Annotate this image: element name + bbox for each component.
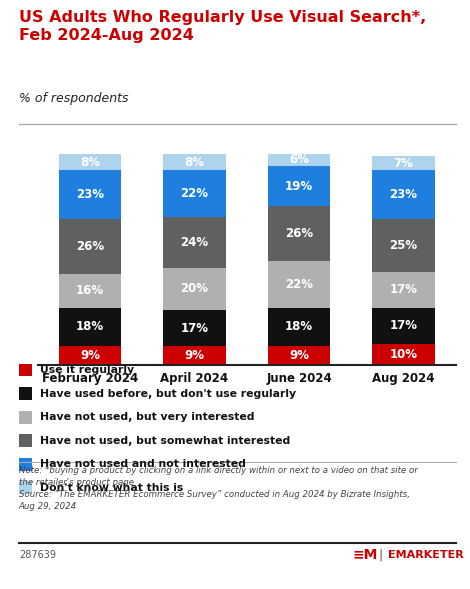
Bar <box>267 262 330 308</box>
Text: 23%: 23% <box>390 188 418 201</box>
Bar <box>163 154 226 170</box>
Text: 9%: 9% <box>289 349 309 362</box>
Bar <box>58 274 121 308</box>
Bar <box>372 155 435 170</box>
Text: 10%: 10% <box>390 348 418 361</box>
Text: Have used before, but don't use regularly: Have used before, but don't use regularl… <box>40 389 297 399</box>
Text: 18%: 18% <box>76 320 104 333</box>
Text: 16%: 16% <box>76 284 104 297</box>
Text: 19%: 19% <box>285 180 313 193</box>
Text: 20%: 20% <box>180 282 209 296</box>
Text: 7%: 7% <box>394 157 414 170</box>
Text: 17%: 17% <box>390 283 418 296</box>
Text: 25%: 25% <box>390 239 418 252</box>
Bar <box>58 346 121 365</box>
Bar <box>58 308 121 346</box>
Text: 8%: 8% <box>80 155 100 168</box>
Text: 18%: 18% <box>285 320 313 333</box>
Text: 9%: 9% <box>184 349 204 362</box>
Bar <box>267 346 330 365</box>
Text: 287639: 287639 <box>19 550 56 560</box>
Text: 17%: 17% <box>390 319 418 332</box>
Text: 9%: 9% <box>80 349 100 362</box>
Bar <box>58 219 121 274</box>
Text: 6%: 6% <box>289 153 309 167</box>
Bar <box>372 344 435 365</box>
Text: 8%: 8% <box>184 155 204 168</box>
Bar <box>267 308 330 346</box>
Bar <box>267 166 330 206</box>
Text: 24%: 24% <box>180 236 209 249</box>
Bar <box>267 206 330 262</box>
Bar <box>58 170 121 219</box>
Text: Note: *buying a product by clicking on a link directly within or next to a video: Note: *buying a product by clicking on a… <box>19 466 417 511</box>
Text: ≡M: ≡M <box>352 548 378 562</box>
Text: US Adults Who Regularly Use Visual Search*,
Feb 2024-Aug 2024: US Adults Who Regularly Use Visual Searc… <box>19 10 426 43</box>
Text: 22%: 22% <box>180 187 209 200</box>
Bar <box>267 154 330 166</box>
Text: Don't know what this is: Don't know what this is <box>40 483 184 493</box>
Bar <box>163 346 226 365</box>
Bar <box>58 154 121 170</box>
Text: 26%: 26% <box>285 227 313 240</box>
Text: 23%: 23% <box>76 188 104 201</box>
Text: Have not used, but somewhat interested: Have not used, but somewhat interested <box>40 436 290 446</box>
Text: Have not used and not interested: Have not used and not interested <box>40 459 246 469</box>
Bar <box>372 308 435 344</box>
Bar <box>372 219 435 272</box>
Text: EMARKETER: EMARKETER <box>388 550 463 560</box>
Text: 26%: 26% <box>76 240 104 253</box>
Bar <box>372 170 435 219</box>
Text: % of respondents: % of respondents <box>19 92 128 105</box>
Bar <box>163 268 226 310</box>
Text: 17%: 17% <box>180 322 209 335</box>
Bar <box>163 170 226 217</box>
Text: |: | <box>378 548 383 561</box>
Text: 22%: 22% <box>285 278 313 291</box>
Text: Have not used, but very interested: Have not used, but very interested <box>40 412 255 422</box>
Bar <box>163 217 226 268</box>
Bar <box>372 272 435 308</box>
Text: Use it regularly: Use it regularly <box>40 365 134 375</box>
Bar <box>163 310 226 346</box>
